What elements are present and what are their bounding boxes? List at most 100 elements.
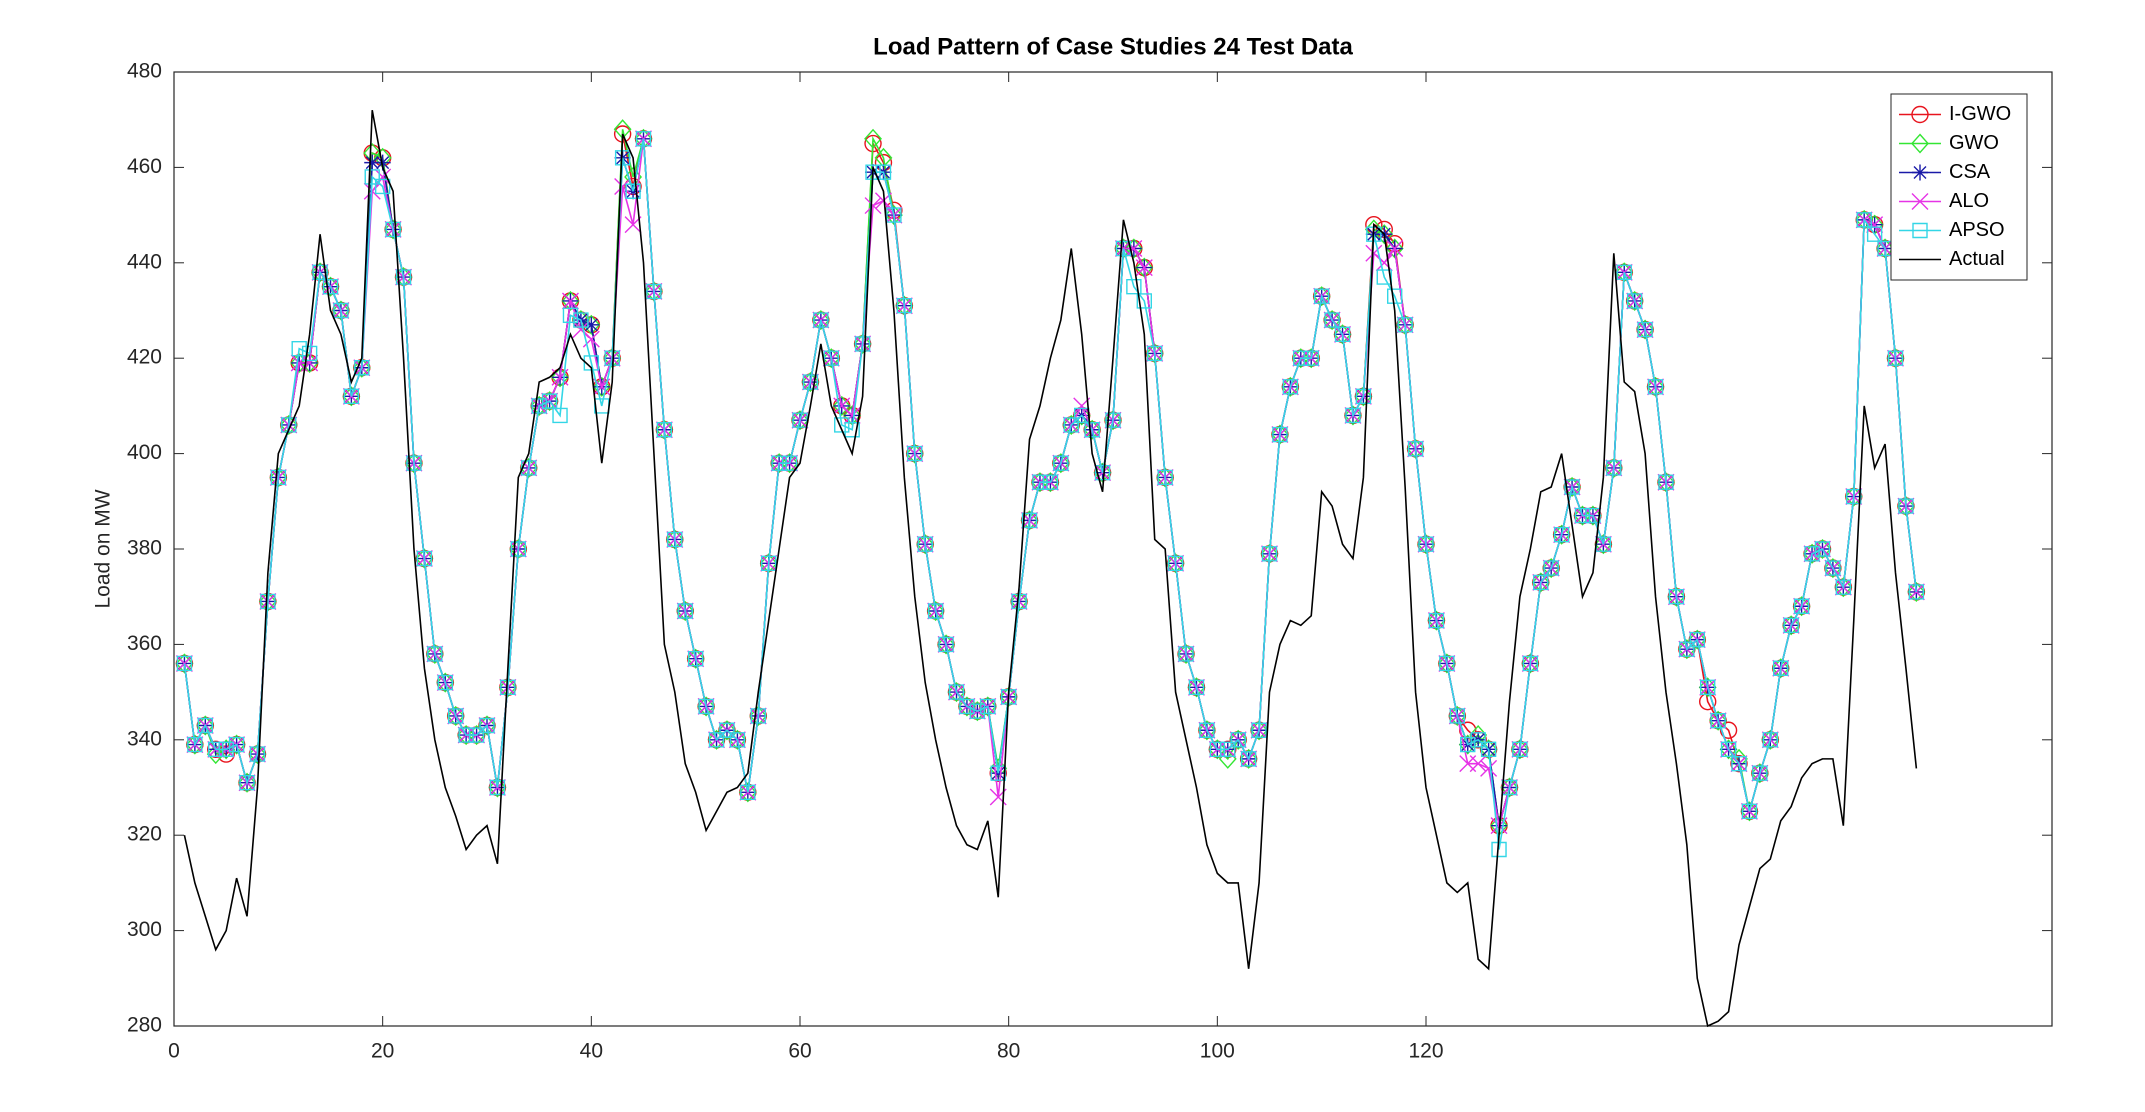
marker — [1585, 507, 1601, 524]
marker — [832, 395, 851, 416]
marker — [1188, 679, 1205, 696]
marker — [844, 422, 860, 438]
marker — [729, 732, 746, 748]
marker — [176, 655, 193, 672]
marker — [1606, 460, 1622, 476]
marker — [1302, 348, 1321, 369]
marker — [1783, 617, 1799, 634]
marker — [750, 708, 766, 724]
marker — [1834, 577, 1853, 598]
marker — [886, 207, 902, 223]
y-tick-label: 280 — [127, 1014, 162, 1037]
marker — [1187, 677, 1206, 698]
y-tick-label: 440 — [127, 250, 162, 273]
marker — [1804, 546, 1820, 562]
marker — [1386, 239, 1404, 257]
y-axis-label: Load on MW — [92, 489, 115, 608]
marker — [239, 775, 255, 791]
marker — [1480, 741, 1497, 758]
marker — [1907, 583, 1925, 601]
marker — [917, 536, 933, 552]
marker — [916, 534, 935, 555]
marker — [926, 600, 945, 622]
marker — [1312, 286, 1331, 307]
marker — [864, 197, 882, 215]
marker — [1072, 405, 1091, 426]
marker — [1166, 553, 1185, 574]
marker — [1793, 598, 1810, 614]
marker — [1792, 596, 1811, 617]
marker — [1825, 560, 1841, 576]
marker — [1428, 612, 1445, 629]
marker — [1700, 679, 1716, 696]
marker — [217, 745, 235, 763]
marker — [364, 154, 381, 171]
marker — [1177, 643, 1195, 664]
marker — [969, 703, 986, 719]
marker — [1844, 486, 1863, 507]
marker — [1668, 589, 1685, 605]
marker — [218, 741, 234, 758]
marker — [1522, 655, 1539, 672]
marker — [1543, 560, 1559, 576]
marker — [279, 414, 298, 436]
marker — [1407, 441, 1424, 457]
marker — [1626, 293, 1643, 309]
marker — [1500, 777, 1519, 798]
marker — [196, 715, 215, 736]
marker — [635, 131, 652, 147]
marker — [738, 782, 757, 803]
marker — [479, 717, 495, 734]
marker — [1418, 536, 1434, 552]
marker — [1896, 496, 1915, 517]
marker — [342, 386, 361, 407]
marker — [957, 696, 976, 717]
marker — [822, 348, 841, 369]
marker — [1823, 558, 1842, 579]
marker — [1553, 526, 1570, 543]
marker — [947, 682, 966, 703]
marker — [990, 765, 1006, 781]
marker — [1699, 693, 1717, 711]
legend-marker — [1911, 193, 1929, 210]
marker — [1084, 422, 1100, 438]
marker — [427, 646, 443, 662]
marker — [1354, 386, 1373, 407]
marker — [1021, 512, 1038, 529]
marker — [583, 355, 600, 371]
marker — [1689, 631, 1705, 648]
marker — [1437, 653, 1456, 674]
marker — [665, 529, 684, 550]
marker — [740, 784, 756, 800]
marker — [1773, 660, 1789, 676]
marker — [1814, 541, 1831, 557]
marker — [562, 307, 579, 323]
marker — [488, 777, 507, 798]
y-tick-label: 380 — [127, 537, 162, 560]
marker — [938, 636, 954, 653]
marker — [1698, 677, 1717, 698]
marker — [676, 600, 695, 622]
marker — [1334, 326, 1351, 343]
marker — [1147, 345, 1163, 362]
legend-label: I-GWO — [1949, 103, 2011, 125]
marker — [498, 677, 517, 698]
marker — [686, 648, 705, 669]
marker — [719, 722, 735, 738]
legend-label: CSA — [1949, 161, 1991, 183]
x-tick-label: 120 — [1408, 1040, 1443, 1063]
marker — [437, 674, 453, 691]
marker — [1323, 309, 1342, 331]
marker — [1813, 538, 1832, 560]
marker — [270, 469, 287, 486]
marker — [197, 717, 213, 734]
marker — [1448, 705, 1467, 727]
marker — [811, 309, 830, 331]
marker — [1583, 505, 1602, 526]
marker — [980, 698, 996, 715]
marker — [561, 292, 579, 310]
marker — [687, 651, 704, 667]
marker — [384, 219, 403, 240]
marker — [354, 360, 370, 376]
